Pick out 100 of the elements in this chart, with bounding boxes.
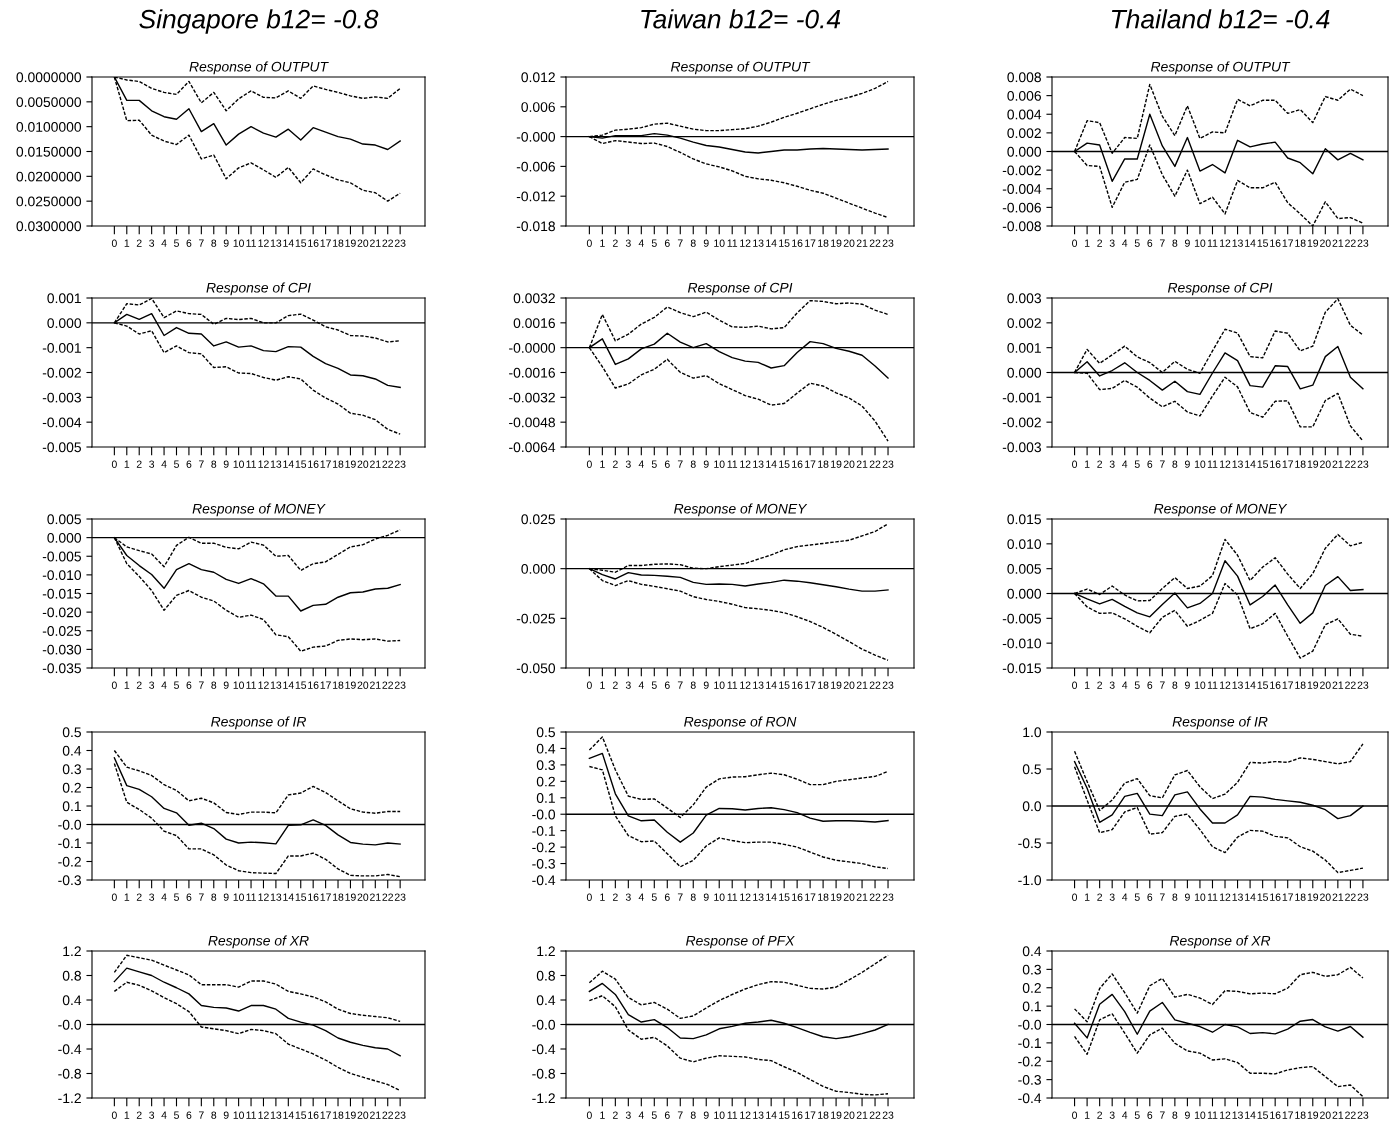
x-tick-label: 5: [1134, 460, 1140, 468]
x-tick-label: 7: [198, 460, 204, 468]
x-tick-label: 14: [283, 239, 294, 247]
x-tick-label: 10: [1194, 893, 1206, 901]
x-tick-label: 7: [1159, 893, 1165, 901]
x-tick-label: 10: [233, 239, 245, 247]
y-tick-label: -0.002: [42, 367, 81, 378]
x-tick-label: 10: [233, 1111, 245, 1119]
x-tick-label: 21: [1332, 893, 1344, 901]
y-tick-label: -0.0: [532, 1019, 556, 1030]
x-tick-label: 6: [1147, 681, 1153, 689]
x-tick-label: 15: [295, 460, 307, 468]
x-tick-label: 16: [792, 893, 803, 901]
x-tick-label: 22: [869, 681, 881, 689]
y-tick-label: -1.2: [58, 1093, 81, 1104]
x-tick-label: 23: [1357, 681, 1369, 689]
x-tick-label: 15: [1257, 681, 1268, 689]
x-tick-label: 11: [246, 460, 256, 468]
x-tick-label: 16: [308, 1111, 319, 1119]
x-tick-label: 21: [370, 1111, 381, 1119]
x-tick-label: 18: [818, 1111, 829, 1119]
x-tick-label: 3: [625, 460, 631, 468]
x-tick-label: 15: [295, 1111, 307, 1119]
y-tick-label: -0.8: [58, 1068, 81, 1079]
y-tick-label: 0.010: [1007, 539, 1042, 549]
x-tick-label: 19: [345, 681, 356, 689]
x-tick-label: 18: [333, 460, 344, 468]
x-tick-label: 19: [831, 893, 842, 901]
x-tick-label: 3: [149, 460, 155, 468]
x-tick-label: 23: [1357, 1111, 1369, 1119]
x-tick-label: 21: [370, 460, 381, 468]
x-tick-label: 0: [586, 239, 592, 247]
y-tick-label: -0.050: [516, 663, 556, 674]
x-tick-label: 12: [740, 460, 751, 468]
x-tick-label: 4: [638, 1111, 644, 1119]
x-tick-label: 20: [1320, 1111, 1331, 1119]
x-tick-label: 9: [223, 460, 229, 468]
y-tick-label: 0.005: [47, 514, 81, 525]
x-tick-label: 18: [818, 460, 829, 468]
y-tick-label: -0.4: [532, 1044, 556, 1055]
y-tick-label: -0.001: [1002, 392, 1041, 403]
chart-title: Response of XR: [208, 935, 309, 949]
x-tick-label: 13: [270, 1111, 282, 1119]
x-tick-label: 23: [394, 239, 406, 247]
x-tick-label: 21: [856, 239, 868, 247]
y-tick-label: -0.4: [58, 1044, 82, 1055]
x-tick-label: 13: [1232, 239, 1243, 247]
x-tick-label: 20: [1320, 681, 1331, 689]
x-tick-label: 23: [1357, 239, 1369, 247]
y-tick-label: 0.0050000: [16, 97, 82, 107]
x-tick-label: 12: [740, 681, 751, 689]
chart-title: Response of MONEY: [674, 503, 808, 517]
x-tick-label: 8: [690, 460, 696, 468]
x-tick-label: 15: [1257, 893, 1268, 901]
x-tick-label: 2: [612, 1111, 618, 1119]
y-tick-label: -0.003: [42, 392, 81, 403]
x-tick-label: 8: [211, 239, 217, 247]
y-tick-label: -0.004: [42, 417, 82, 428]
x-tick-label: 20: [357, 239, 369, 247]
x-tick-label: 2: [136, 239, 142, 247]
x-tick-label: 14: [766, 681, 777, 689]
x-tick-label: 21: [1332, 239, 1344, 247]
x-tick-label: 5: [174, 1111, 179, 1119]
x-tick-label: 5: [651, 460, 657, 468]
x-tick-label: 0: [111, 460, 117, 468]
y-tick-label: -0.005: [42, 551, 81, 562]
y-tick-label: 0.4: [62, 745, 82, 756]
x-tick-label: 17: [320, 460, 331, 468]
x-tick-label: 7: [677, 1111, 683, 1119]
x-tick-label: 8: [1172, 460, 1178, 468]
y-tick-label: -0.3: [58, 875, 81, 886]
x-tick-label: 11: [246, 681, 256, 689]
x-tick-label: 16: [1270, 893, 1281, 901]
x-tick-label: 20: [1320, 893, 1331, 901]
x-tick-label: 4: [1122, 460, 1128, 468]
y-tick-label: 0.006: [1007, 90, 1041, 101]
y-tick-label: -0.2: [1018, 1056, 1041, 1067]
x-tick-label: 11: [246, 239, 256, 247]
y-tick-label: 0.000: [47, 318, 82, 328]
x-tick-label: 14: [1245, 460, 1256, 468]
x-tick-label: 3: [1109, 239, 1115, 247]
x-tick-label: 1: [1085, 893, 1090, 901]
y-tick-label: 0.004: [1007, 109, 1042, 120]
x-tick-label: 19: [831, 239, 842, 247]
x-tick-label: 21: [1332, 681, 1344, 689]
x-tick-label: 22: [1345, 460, 1356, 468]
x-tick-label: 12: [258, 239, 269, 247]
x-tick-label: 2: [136, 460, 142, 468]
x-tick-label: 19: [1307, 239, 1319, 247]
y-tick-label: -0.001: [42, 343, 81, 353]
y-tick-label: -0.0: [532, 809, 556, 820]
x-tick-label: 14: [283, 1111, 294, 1119]
y-tick-label: -0.035: [42, 663, 81, 674]
x-tick-label: 12: [1220, 681, 1231, 689]
y-tick-label: 0.0016: [513, 318, 555, 328]
x-tick-label: 4: [161, 460, 167, 468]
x-tick-label: 3: [149, 893, 155, 901]
x-tick-label: 17: [1282, 893, 1293, 901]
x-tick-label: 13: [270, 893, 282, 901]
x-tick-label: 1: [600, 1111, 605, 1119]
